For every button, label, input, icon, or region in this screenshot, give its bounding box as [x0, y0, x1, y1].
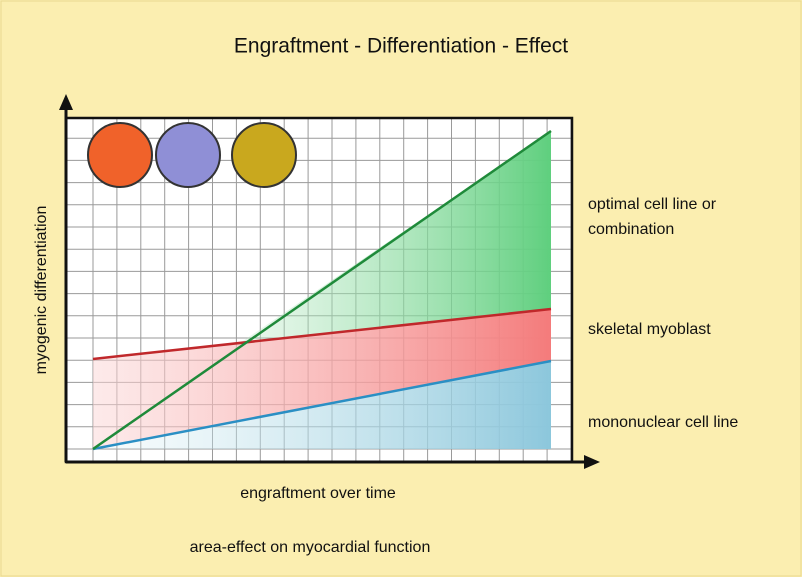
y-axis-label: myogenic differentiation — [33, 206, 50, 375]
green-line — [92, 129, 552, 451]
y-arrow — [59, 94, 73, 110]
caption: area-effect on myocardial function — [190, 539, 431, 556]
x-axis-label: engraftment over time — [240, 485, 396, 502]
cell-icon — [87, 122, 153, 188]
red-area — [93, 309, 551, 449]
series-label: mononuclear cell line — [588, 414, 738, 431]
cell-icon — [155, 122, 221, 188]
red-line — [92, 307, 552, 361]
cell-icon — [231, 122, 297, 188]
series-label: skeletal myoblast — [588, 321, 711, 338]
x-arrow — [584, 455, 600, 469]
blue-line — [92, 359, 552, 451]
series-label: optimal cell line or — [588, 196, 717, 213]
series-label: combination — [588, 221, 674, 238]
title: Engraftment - Differentiation - Effect — [234, 35, 568, 58]
